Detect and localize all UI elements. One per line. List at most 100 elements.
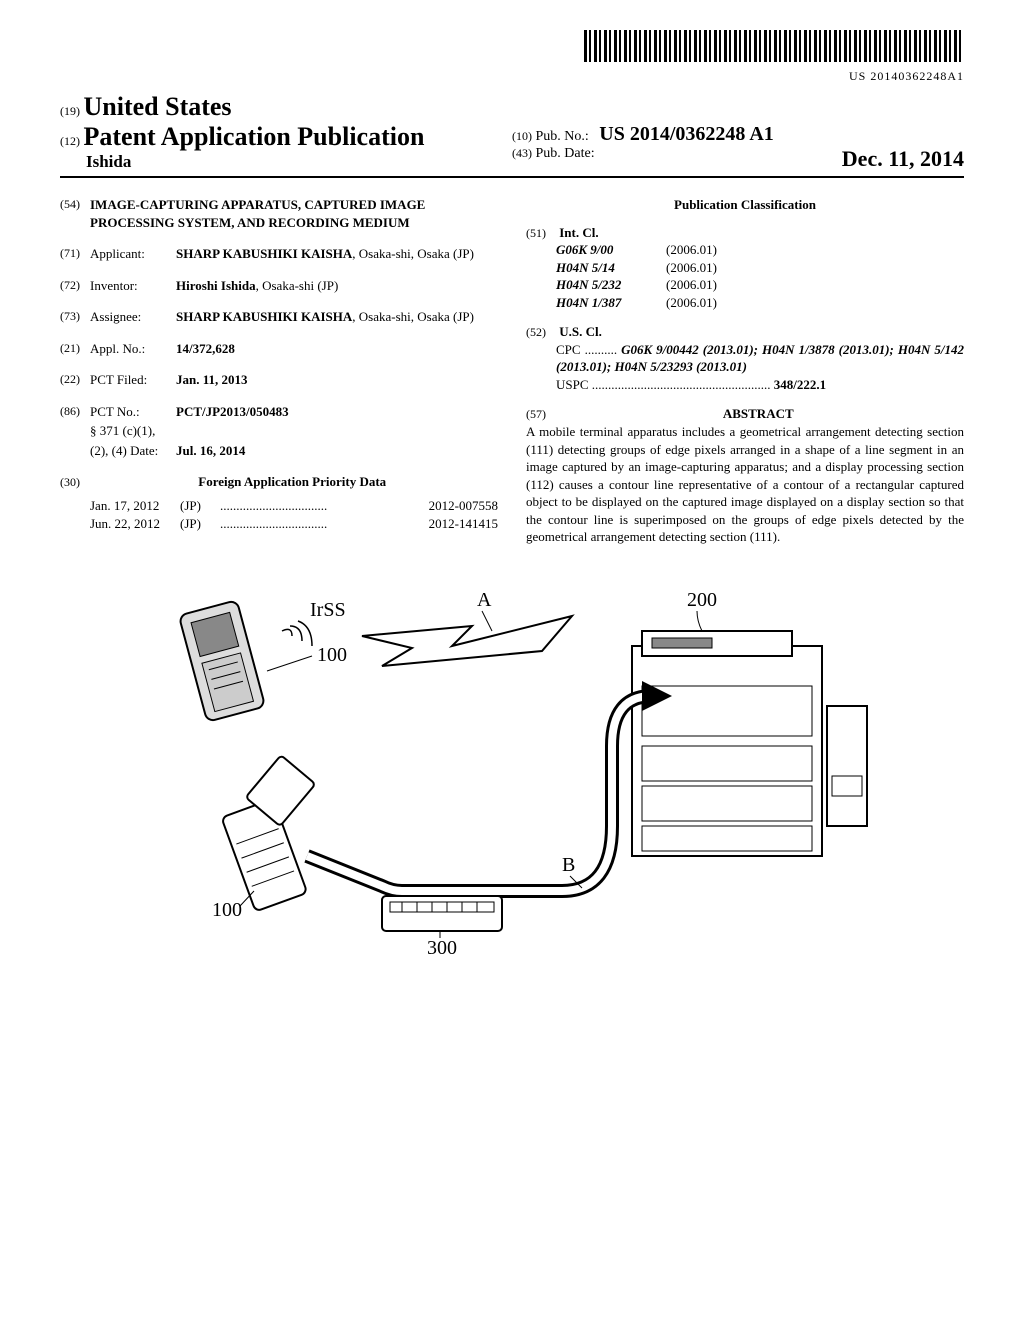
applicant-addr: Osaka-shi, Osaka (JP) <box>359 246 474 261</box>
us-cl-label: U.S. Cl. <box>559 324 602 339</box>
pub-date: Dec. 11, 2014 <box>842 146 964 172</box>
field-51: (51) Int. Cl. G06K 9/00(2006.01) H04N 5/… <box>526 224 964 312</box>
code-22: (22) <box>60 371 90 389</box>
dots: ................................. <box>220 497 403 515</box>
mobile-phone-icon-2 <box>221 755 315 911</box>
pub-no: US 2014/0362248 A1 <box>599 123 773 145</box>
code-71: (71) <box>60 245 90 263</box>
label-86: PCT No.: <box>90 403 176 421</box>
patent-figure: IrSS 100 A 200 <box>132 576 892 956</box>
field-54: (54) IMAGE-CAPTURING APPARATUS, CAPTURED… <box>60 196 498 231</box>
code-30: (30) <box>60 474 90 490</box>
cpc-prefix: CPC .......... <box>556 342 617 357</box>
priority-title: Foreign Application Priority Data <box>93 473 491 491</box>
header-code-19: (19) United States <box>60 92 964 122</box>
priority-row: Jun. 22, 2012 (JP) .....................… <box>90 515 498 533</box>
label-21: Appl. No.: <box>90 340 176 358</box>
code-52: (52) <box>526 324 556 340</box>
leader-line <box>482 611 492 631</box>
title-54: IMAGE-CAPTURING APPARATUS, CAPTURED IMAG… <box>90 196 498 231</box>
code-51: (51) <box>526 225 556 241</box>
uspc-dots: ........................................… <box>592 377 771 392</box>
field-73: (73) Assignee: SHARP KABUSHIKI KAISHA, O… <box>60 308 498 326</box>
code-21: (21) <box>60 340 90 358</box>
code-10: (10) <box>512 129 532 143</box>
int-cl-year-2: (2006.01) <box>666 276 746 294</box>
leader-line <box>267 656 312 671</box>
ref-200: 200 <box>687 589 717 611</box>
label-22: PCT Filed: <box>90 371 176 389</box>
left-column: (54) IMAGE-CAPTURING APPARATUS, CAPTURED… <box>60 196 498 546</box>
int-cl-row: H04N 1/387(2006.01) <box>556 294 964 312</box>
int-cl-1: H04N 5/14 <box>556 259 666 277</box>
header-right: (10) Pub. No.: US 2014/0362248 A1 (43) P… <box>512 123 964 172</box>
code-73: (73) <box>60 308 90 326</box>
header-left: (12) Patent Application Publication Ishi… <box>60 122 512 172</box>
priority-country-0: (JP) <box>180 497 220 515</box>
label-b: B <box>562 854 575 876</box>
code-19: (19) <box>60 104 80 118</box>
ref-300: 300 <box>427 937 457 956</box>
code-54: (54) <box>60 196 90 231</box>
arrow-b-outline <box>307 696 652 891</box>
cpc-entries: G06K 9/00442 (2013.01); H04N 1/3878 (201… <box>556 342 964 375</box>
figure-block: IrSS 100 A 200 <box>60 576 964 961</box>
device-300-icon <box>382 896 502 931</box>
printer-icon <box>632 631 867 856</box>
barcode-block: US 20140362248A1 <box>60 30 964 84</box>
code-86: (86) <box>60 403 90 421</box>
pct-filed: Jan. 11, 2013 <box>176 371 498 389</box>
code-12: (12) <box>60 134 80 148</box>
int-cl-label: Int. Cl. <box>559 225 598 240</box>
label-a: A <box>477 589 492 611</box>
sub2-label: (2), (4) Date: <box>90 442 176 460</box>
int-cl-year-1: (2006.01) <box>666 259 746 277</box>
pct-no: PCT/JP2013/050483 <box>176 403 498 421</box>
field-72: (72) Inventor: Hiroshi Ishida, Osaka-shi… <box>60 277 498 295</box>
uspc-prefix: USPC <box>556 377 589 392</box>
country-heading: United States <box>84 92 232 121</box>
ref-100-a: 100 <box>317 644 347 666</box>
sub2-val: Jul. 16, 2014 <box>176 442 498 460</box>
int-cl-year-3: (2006.01) <box>666 294 746 312</box>
section-371: § 371 (c)(1), <box>90 422 498 440</box>
field-52: (52) U.S. Cl. CPC .......... G06K 9/0044… <box>526 323 964 393</box>
code-43: (43) <box>512 146 532 160</box>
header-row: (12) Patent Application Publication Ishi… <box>60 122 964 178</box>
label-71: Applicant: <box>90 245 176 263</box>
uspc-line: USPC ...................................… <box>556 376 964 394</box>
int-cl-3: H04N 1/387 <box>556 294 666 312</box>
assignee-name: SHARP KABUSHIKI KAISHA <box>176 309 352 324</box>
inventor-header: Ishida <box>86 152 512 172</box>
abstract-text: A mobile terminal apparatus includes a g… <box>526 423 964 546</box>
mobile-phone-icon <box>179 600 265 722</box>
doc-type-heading: Patent Application Publication <box>84 122 425 151</box>
field-86-sub2: (2), (4) Date: Jul. 16, 2014 <box>60 442 498 460</box>
field-22: (22) PCT Filed: Jan. 11, 2013 <box>60 371 498 389</box>
int-cl-0: G06K 9/00 <box>556 241 666 259</box>
priority-date-1: Jun. 22, 2012 <box>90 515 180 533</box>
inventor-addr: Osaka-shi (JP) <box>262 278 338 293</box>
assignee-addr: Osaka-shi, Osaka (JP) <box>359 309 474 324</box>
irss-label: IrSS <box>310 599 346 621</box>
appl-no: 14/372,628 <box>176 340 498 358</box>
code-72: (72) <box>60 277 90 295</box>
field-57: (57) ABSTRACT A mobile terminal apparatu… <box>526 405 964 545</box>
ref-100-b: 100 <box>212 899 242 921</box>
field-21: (21) Appl. No.: 14/372,628 <box>60 340 498 358</box>
ir-waves-icon <box>282 621 312 646</box>
int-cl-row: H04N 5/14(2006.01) <box>556 259 964 277</box>
pub-date-label: Pub. Date: <box>536 146 595 161</box>
priority-num-0: 2012-007558 <box>403 497 498 515</box>
applicant-name: SHARP KABUSHIKI KAISHA <box>176 246 352 261</box>
priority-country-1: (JP) <box>180 515 220 533</box>
barcode <box>584 30 964 62</box>
priority-row: Jan. 17, 2012 (JP) .....................… <box>90 497 498 515</box>
label-72: Inventor: <box>90 277 176 295</box>
int-cl-row: G06K 9/00(2006.01) <box>556 241 964 259</box>
right-column: Publication Classification (51) Int. Cl.… <box>526 196 964 546</box>
priority-num-1: 2012-141415 <box>403 515 498 533</box>
field-30: (30) Foreign Application Priority Data <box>60 473 498 491</box>
cpc-line: CPC .......... G06K 9/00442 (2013.01); H… <box>556 341 964 376</box>
dots: ................................. <box>220 515 403 533</box>
